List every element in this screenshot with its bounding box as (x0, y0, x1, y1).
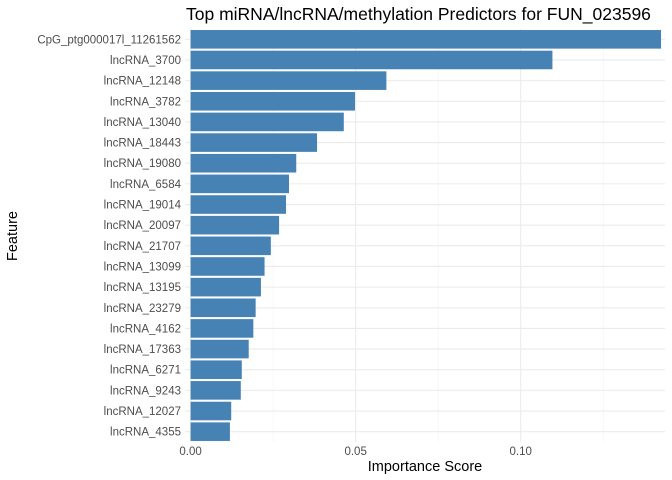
bar (190, 236, 271, 256)
y-tick-label: lncRNA_13040 (104, 117, 181, 129)
y-axis-tick-labels: CpG_ptg000017l_11261562 lncRNA_3700 lncRNA… (37, 34, 181, 438)
bar (190, 298, 256, 318)
y-tick-label: lncRNA_9243 (110, 385, 181, 397)
y-tick-label: CpG_ptg000017l_11261562 (37, 34, 181, 46)
y-tick-label: lncRNA_20097 (104, 220, 181, 232)
chart-title: Top miRNA/lncRNA/methylation Predictors … (186, 4, 651, 25)
y-axis-title: Feature (5, 211, 21, 261)
x-tick-label: 0.10 (510, 446, 532, 458)
bar (190, 50, 553, 70)
bar (190, 112, 344, 132)
y-tick-label: lncRNA_4162 (110, 323, 181, 335)
x-axis-tick-labels: 0.00 0.05 0.10 (179, 446, 532, 458)
y-tick-label: lncRNA_18443 (104, 138, 181, 150)
bar (190, 381, 241, 400)
y-tick-label: lncRNA_19080 (104, 158, 181, 170)
bar (190, 71, 387, 90)
bar (190, 339, 249, 359)
x-tick-label: 0.00 (179, 446, 201, 458)
bars (190, 30, 662, 441)
bar (190, 174, 289, 194)
bar (190, 401, 232, 421)
bar (190, 319, 254, 338)
bar (190, 360, 242, 380)
bar (190, 153, 297, 173)
y-tick-label: lncRNA_12027 (104, 406, 181, 418)
y-tick-label: lncRNA_6271 (110, 365, 181, 377)
bar (190, 195, 287, 214)
y-tick-label: lncRNA_3700 (110, 55, 181, 67)
y-tick-label: lncRNA_19014 (104, 200, 182, 212)
y-tick-label: lncRNA_17363 (104, 344, 181, 356)
bar (190, 91, 356, 111)
y-tick-label: lncRNA_13195 (104, 282, 181, 294)
y-tick-label: lncRNA_23279 (104, 303, 181, 315)
x-tick-label: 0.05 (344, 446, 366, 458)
x-axis-title: Importance Score (368, 459, 482, 475)
bar (190, 133, 318, 152)
bar (190, 422, 230, 441)
y-tick-label: lncRNA_3782 (110, 96, 181, 108)
y-tick-label: lncRNA_13099 (104, 261, 181, 273)
bar (190, 277, 261, 297)
y-tick-label: lncRNA_4355 (110, 427, 181, 439)
bar (190, 30, 662, 49)
major-gridlines (185, 29, 665, 442)
minor-gridlines (272, 29, 604, 442)
bar (190, 215, 280, 235)
y-tick-label: lncRNA_12148 (104, 76, 181, 88)
y-tick-label: lncRNA_21707 (104, 241, 181, 253)
bar (190, 257, 265, 276)
y-tick-label: lncRNA_6584 (110, 179, 182, 191)
